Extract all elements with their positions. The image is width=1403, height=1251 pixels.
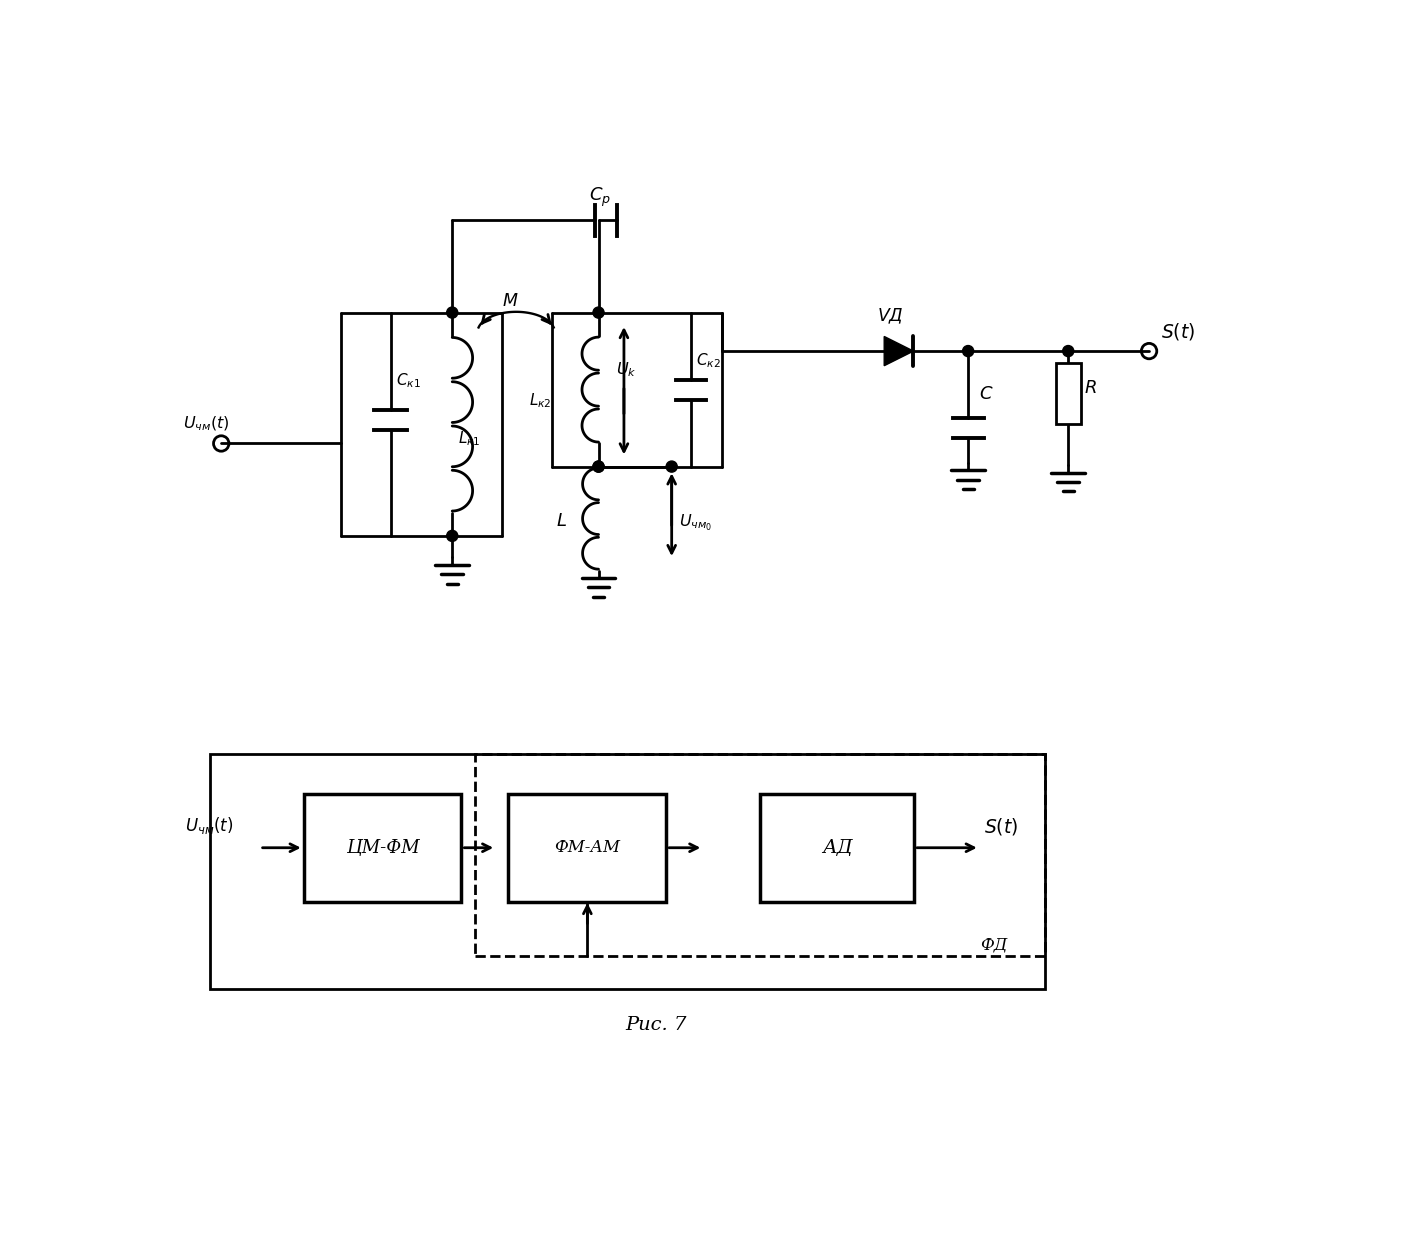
Text: $L_{к1}$: $L_{к1}$ [457, 429, 480, 448]
Text: $C_p$: $C_p$ [589, 185, 612, 209]
Text: $U_{чм_0}$: $U_{чм_0}$ [679, 512, 713, 533]
Bar [1056, 363, 1080, 424]
Text: ЦМ-ФМ: ЦМ-ФМ [345, 838, 419, 857]
Text: $L_{к2}$: $L_{к2}$ [529, 392, 551, 409]
Circle shape [446, 306, 457, 318]
Text: $U_{чм}(t)$: $U_{чм}(t)$ [185, 814, 233, 836]
Text: ФМ-АМ: ФМ-АМ [554, 839, 620, 856]
Circle shape [666, 462, 678, 472]
Text: $L$: $L$ [556, 512, 567, 530]
Bar [760, 794, 915, 902]
Bar [508, 794, 666, 902]
Text: $U_{чм}(t)$: $U_{чм}(t)$ [182, 414, 229, 433]
Circle shape [1062, 345, 1073, 357]
Text: $U_k$: $U_k$ [616, 360, 637, 379]
Text: Рис. 7: Рис. 7 [626, 1016, 687, 1035]
Bar [209, 754, 1045, 988]
Bar [303, 794, 462, 902]
Bar [476, 754, 1045, 956]
Text: $VД$: $VД$ [877, 308, 904, 327]
Text: АД: АД [822, 838, 853, 857]
Text: $M$: $M$ [502, 293, 519, 310]
Text: $C_{к2}$: $C_{к2}$ [696, 352, 721, 369]
Text: $C_{к1}$: $C_{к1}$ [396, 372, 421, 390]
Text: $R$: $R$ [1083, 379, 1096, 398]
Circle shape [962, 345, 974, 357]
Circle shape [593, 462, 605, 472]
Text: $S(t)$: $S(t)$ [1160, 320, 1195, 342]
Circle shape [593, 306, 605, 318]
Text: ФД: ФД [979, 937, 1007, 953]
Circle shape [593, 462, 605, 472]
Text: $S(t)$: $S(t)$ [984, 816, 1017, 837]
Circle shape [446, 530, 457, 542]
Polygon shape [884, 337, 913, 365]
Text: $C$: $C$ [979, 385, 993, 403]
